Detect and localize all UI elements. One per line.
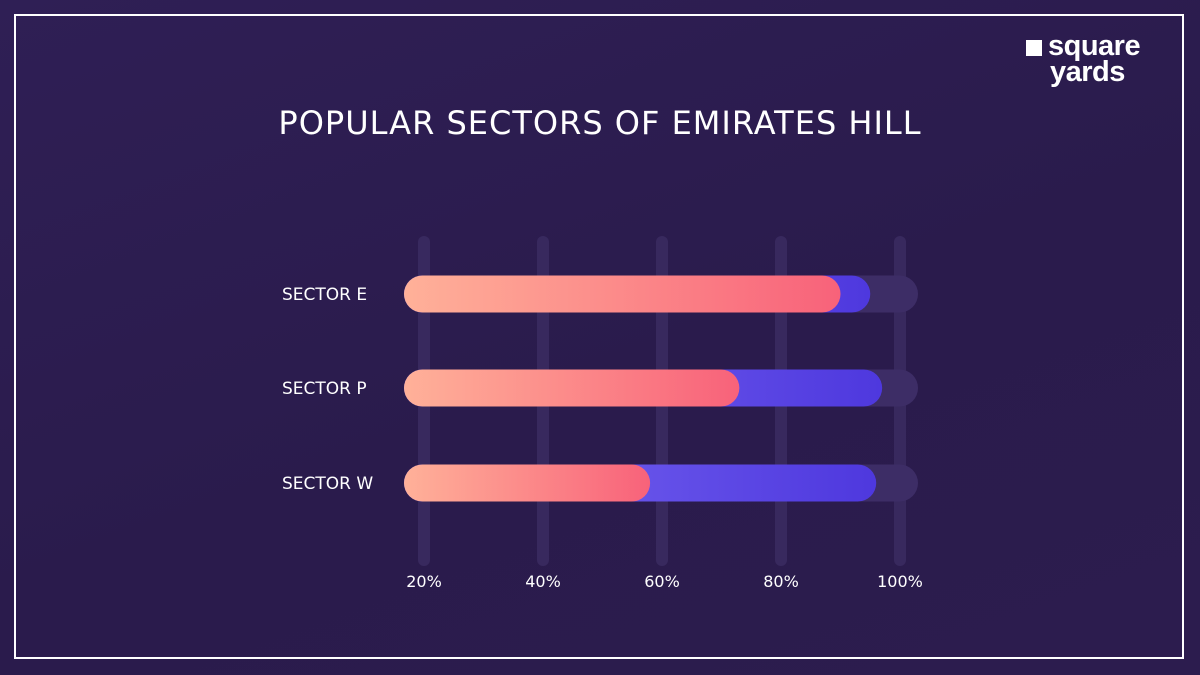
category-label: SECTOR W [282, 474, 373, 494]
x-tick-label: 100% [877, 572, 923, 591]
category-label: SECTOR E [282, 285, 367, 305]
category-label: SECTOR P [282, 379, 367, 399]
frame-border [14, 14, 1184, 659]
bar-front [404, 464, 651, 502]
brand-logo: square yards [1026, 30, 1166, 92]
x-tick-label: 20% [406, 572, 442, 591]
logo-square-icon [1026, 40, 1042, 56]
x-tick-label: 60% [644, 572, 680, 591]
x-tick-label: 80% [763, 572, 799, 591]
bar-front [404, 369, 740, 407]
logo-text-line2: yards [1050, 56, 1125, 88]
logo-text-line1: square [1048, 30, 1141, 62]
x-tick-label: 40% [525, 572, 561, 591]
bar-front [404, 275, 841, 313]
chart-title: POPULAR SECTORS OF EMIRATES HILL [278, 104, 922, 142]
